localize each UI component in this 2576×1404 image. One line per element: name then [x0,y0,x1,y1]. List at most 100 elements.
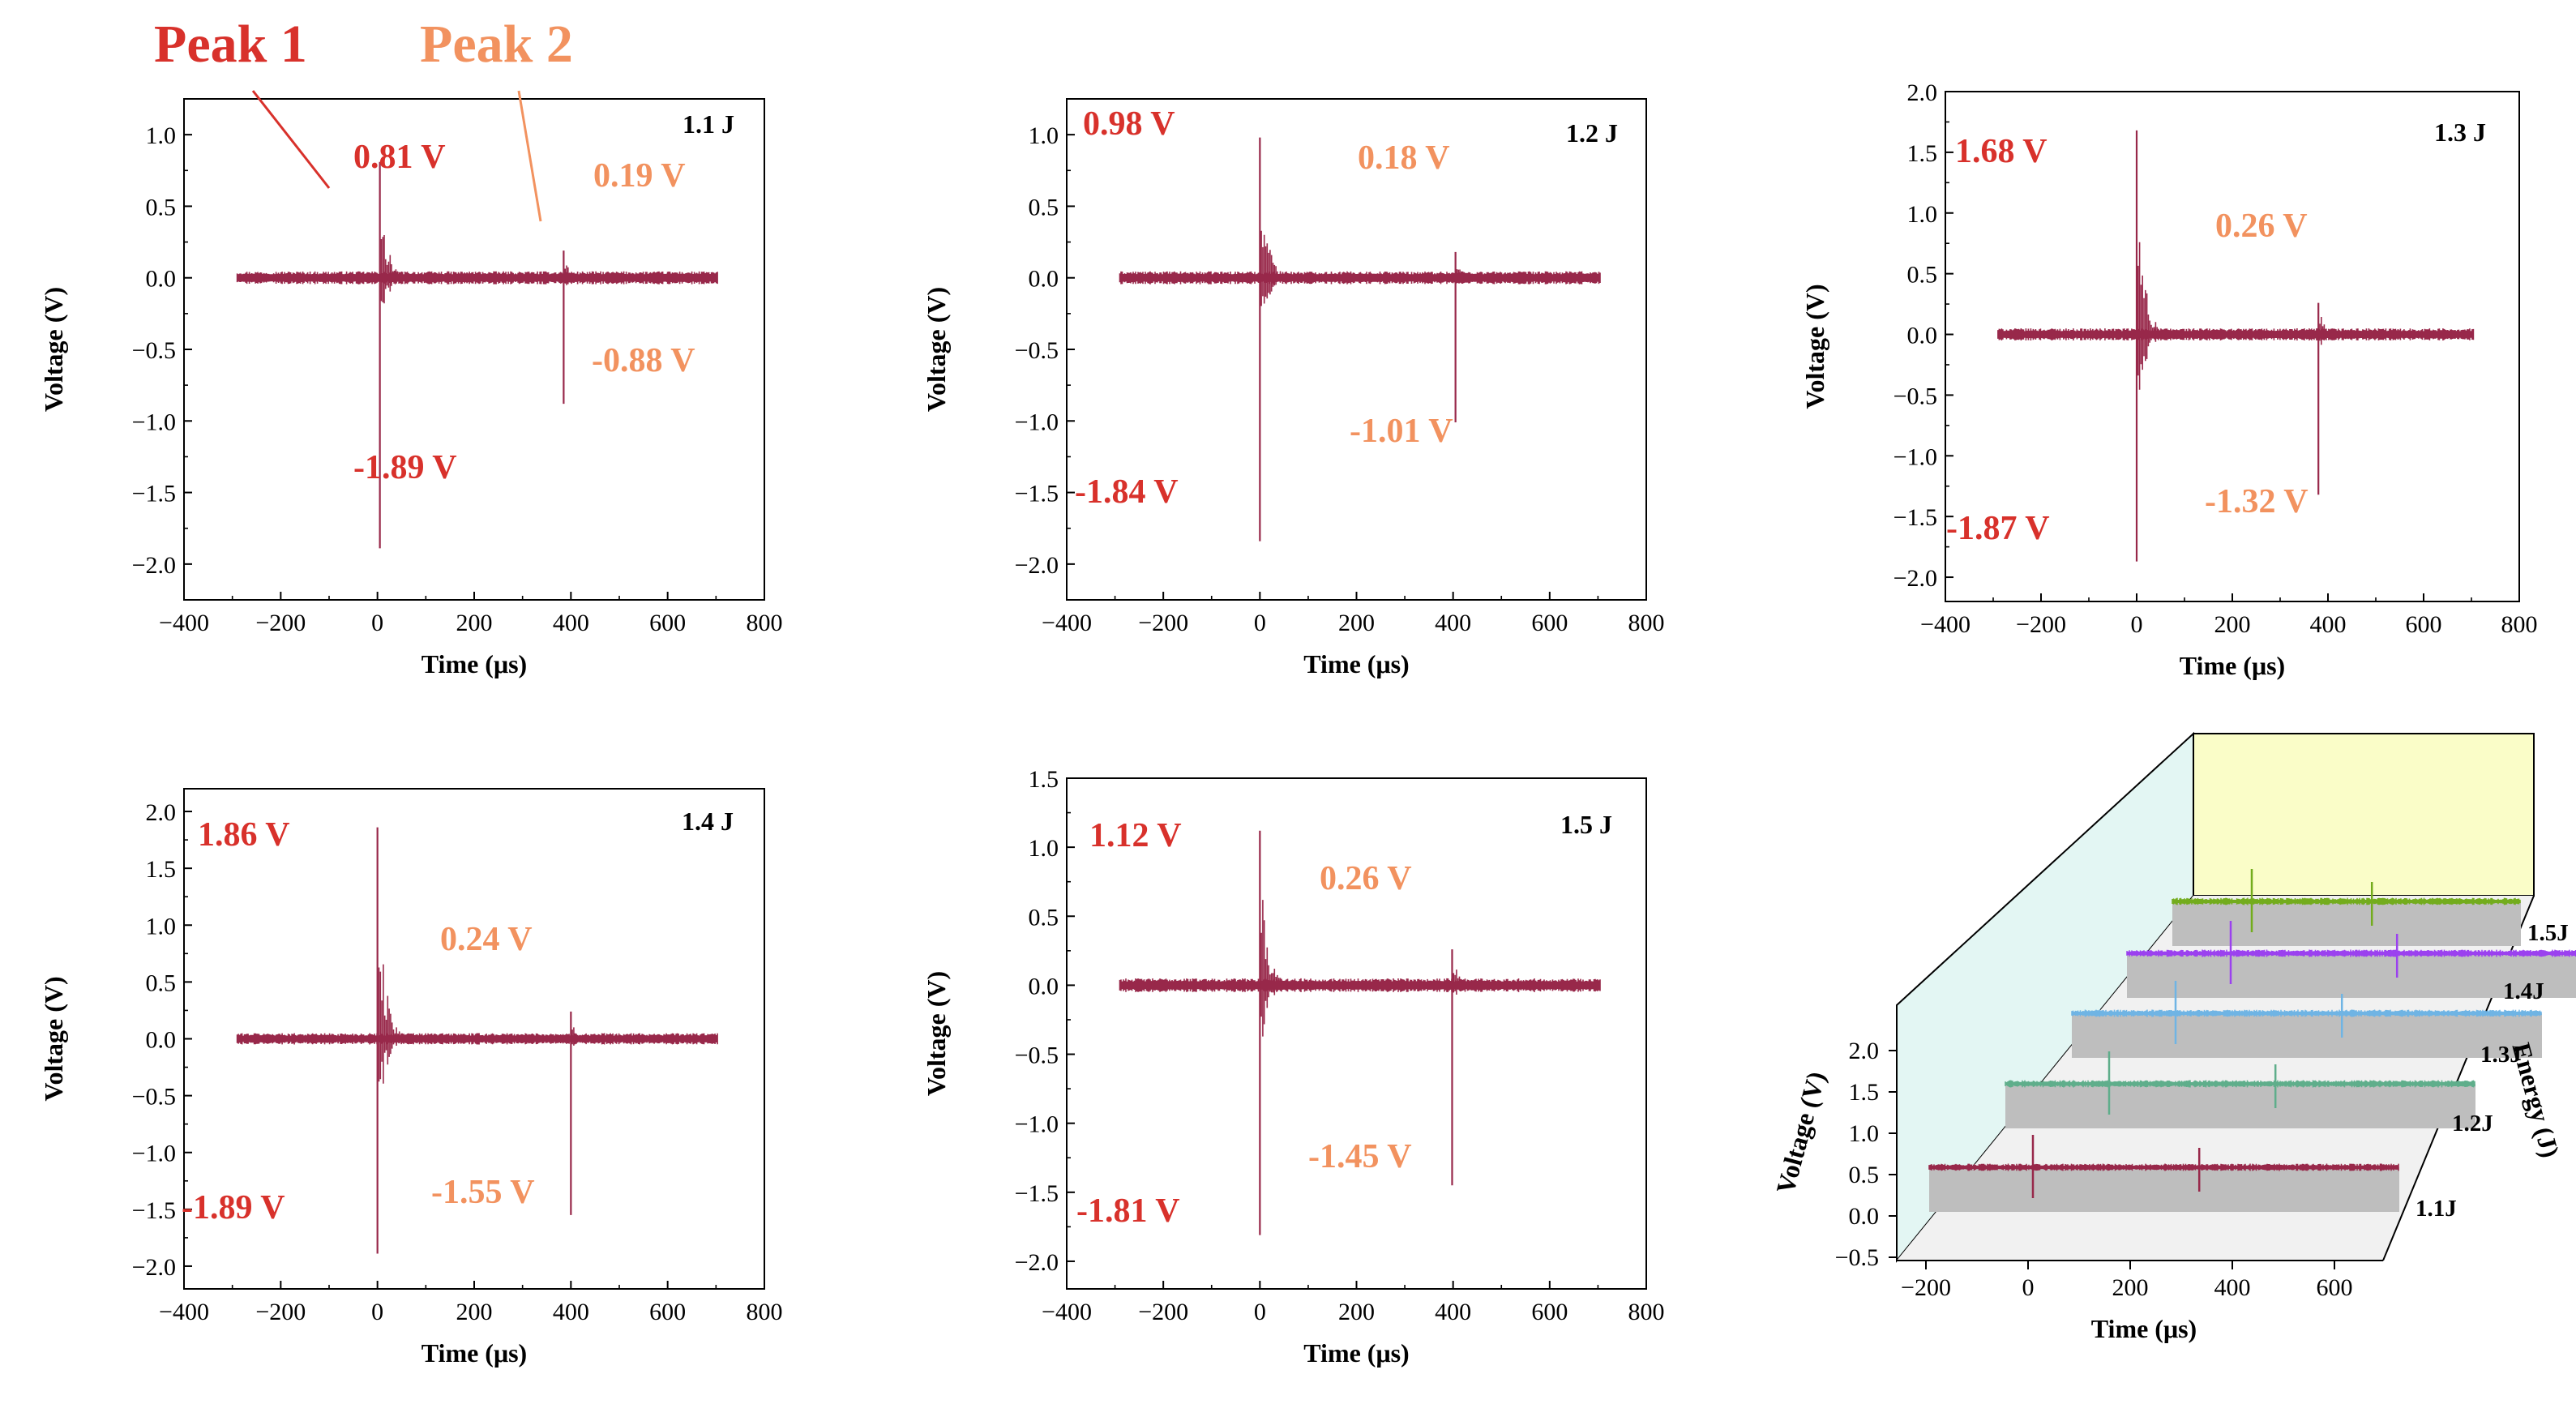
panel-1-y-tick-label: 0.5 [146,194,177,220]
waterfall-series-5-trace [2172,897,2521,905]
peak2-header-label: Peak 2 [420,15,573,74]
panel-4-signal-baseline [236,1033,718,1045]
panel-5-peak1-ringing [1260,900,1291,1037]
panel-5-x-tick-label: −200 [1138,1299,1188,1325]
panel-4-y-tick-label: −0.5 [132,1084,176,1111]
panel-4-y-tick-label: −1.0 [132,1141,176,1167]
panel-3-y-axis-title: Voltage (V) [1800,284,1829,409]
panel-2-signal-baseline [1119,271,1601,285]
panel-2-y-tick-label: 0.0 [1029,266,1059,293]
panel-5-y-tick-label: −2.0 [1015,1249,1059,1276]
panel-5-peak2-ringing [1453,970,1484,995]
panel-2-peak2-max-label: 0.18 V [1358,139,1450,177]
panel-2-peak2-min-label: -1.01 V [1350,413,1453,450]
panel-1-peak1-ringing [380,235,412,304]
peak1-leader-line [251,90,331,189]
waterfall-series-2-ribbon [2005,1084,2475,1128]
panel-1-peak2-ringing [564,265,595,285]
panel-1-x-axis-title: Time (μs) [421,649,527,678]
panel-3-peak1-ringing [2137,242,2168,390]
panel-2-x-tick-label: 400 [1435,610,1471,636]
panel-3-y-tick-label: 2.0 [1907,79,1938,106]
panel-5-x-tick-label: 0 [1254,1299,1266,1325]
panel-1-x-tick-label: 400 [553,610,589,636]
panel-1-y-tick-label: −1.5 [132,481,176,507]
panel-1-peak2-max-label: 0.19 V [593,157,686,195]
panel-4-peak1-ringing [378,964,409,1084]
waterfall-y-tick-label: 0.5 [1849,1162,1880,1188]
panel-2-y-tick-label: −2.0 [1015,552,1059,579]
panel-5-energy-label: 1.5 J [1560,810,1612,839]
panel-1-y-tick-label: −1.0 [132,409,176,435]
waterfall-3d-chart: 2.0 1.5 1.0 0.5 0.0 −0.5 Voltage (V) −200 0 200 40… [1770,731,2576,1343]
panel-1-signal-baseline [236,271,718,285]
waterfall-x-tick-label: 400 [2214,1274,2251,1301]
panel-1-y-tick-label: −0.5 [132,337,176,364]
waterfall-x-tick-label: 0 [2022,1274,2035,1301]
panel-2-peak2-ringing [1456,269,1487,284]
panel-5-y-tick-label: 1.0 [1029,835,1059,862]
panel-3-peak2-min-label: -1.32 V [2205,483,2309,520]
peak2-leader-line [517,90,542,222]
panel-4-y-tick-label: 1.0 [146,913,177,940]
panel-4-energy-label: 1.4 J [682,807,734,836]
panel-3-x-tick-label: 600 [2406,611,2442,638]
panel-4-x-tick-label: 200 [456,1299,493,1325]
panel-3-y-tick-label: 1.0 [1907,201,1938,228]
panel-1-y-tick-label: 0.0 [146,266,177,293]
panel-1-x-tick-label: 800 [747,610,783,636]
panel-3-x-tick-label: 200 [2214,611,2251,638]
panel-5-x-tick-label: 800 [1628,1299,1665,1325]
panel-1-x-tick-label: −400 [159,610,209,636]
panel-4-y-tick-label: 0.0 [146,1027,177,1054]
waterfall-series-2-label: 1.2J [2452,1111,2493,1136]
panel-5-y-tick-label: 0.0 [1029,973,1059,999]
panel-2-x-tick-label: 800 [1628,610,1665,636]
panel-1-peak1-max-label: 0.81 V [353,139,446,176]
panel-2-y-tick-label: 1.0 [1029,122,1059,149]
panel-5-x-tick-label: −400 [1042,1299,1092,1325]
panel-4-y-tick-label: 1.5 [146,856,177,883]
waterfall-series-4-label: 1.4J [2503,978,2544,1004]
panel-3-energy-label: 1.3 J [2434,118,2486,147]
panel-2-x-tick-label: −400 [1042,610,1092,636]
waterfall-series-4-ribbon [2127,953,2576,998]
waterfall-series-3-ribbon [2072,1013,2542,1058]
panel-1-y-axis-title: Voltage (V) [39,287,68,412]
panel-3-x-axis-title: Time (μs) [2180,651,2285,680]
panel-3-signal-baseline [1997,328,2475,340]
panel-3-peak2-max-label: 0.26 V [2215,208,2308,245]
panel-3-y-tick-label: −1.5 [1893,504,1937,531]
panel-4-peak2-max-label: 0.24 V [440,921,533,958]
panel-5-peak2-min-label: -1.45 V [1308,1138,1412,1175]
panel-4-y-tick-label: 0.5 [146,970,177,996]
panel-5-x-tick-label: 600 [1531,1299,1568,1325]
panel-5-x-tick-label: 200 [1338,1299,1375,1325]
panel-4-x-tick-label: −200 [255,1299,306,1325]
waterfall-x-axis-title: Time (μs) [2091,1314,2197,1343]
panel-5-y-tick-label: −1.0 [1015,1111,1059,1138]
panel-2-y-axis-title: Voltage (V) [922,287,951,412]
panel-5-peak1-max-label: 1.12 V [1089,817,1182,854]
panel-4-y-tick-label: −1.5 [132,1197,176,1224]
waterfall-x-tick-label: 200 [2112,1274,2149,1301]
panel-5-y-tick-label: −0.5 [1015,1042,1059,1069]
panel-2-peak1-ringing [1260,230,1291,306]
panel-3-x-tick-label: −400 [1920,611,1971,638]
waterfall-y-tick-label: 1.5 [1849,1079,1880,1106]
waterfall-y-axis-title: Voltage (V) [1770,1068,1831,1196]
panel-5-peak1-min-label: -1.81 V [1076,1192,1180,1230]
panel-4-x-tick-label: 800 [747,1299,783,1325]
panel-2-y-tick-label: −0.5 [1015,337,1059,364]
signal-layer [236,130,2475,1254]
panel-4-x-tick-label: 600 [649,1299,686,1325]
panel-4-peak1-max-label: 1.86 V [198,816,290,854]
panel-1-x-tick-label: 0 [371,610,383,636]
panel-2-y-tick-label: 0.5 [1029,194,1059,220]
panel-4-y-tick-label: 2.0 [146,799,177,826]
panel-4-x-tick-label: 400 [553,1299,589,1325]
waterfall-back-wall [2193,733,2535,897]
panel-1-x-tick-label: 200 [456,610,493,636]
panel-3-y-tick-label: −0.5 [1893,383,1937,409]
panel-5-signal-baseline [1119,978,1601,992]
